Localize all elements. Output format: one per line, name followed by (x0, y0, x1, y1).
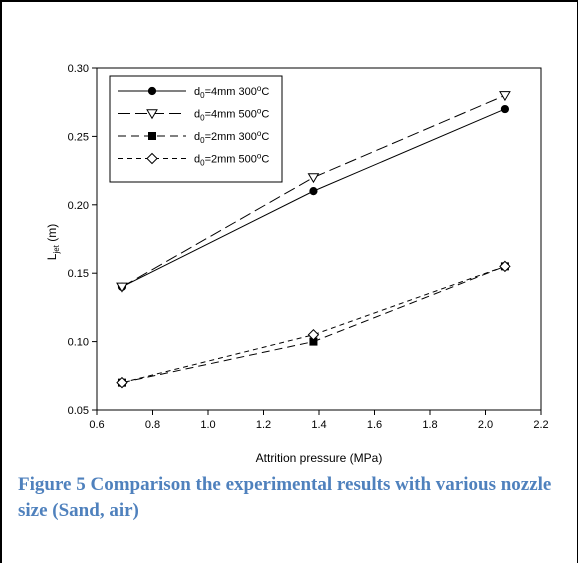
series-4 (116, 260, 511, 389)
series-line (121, 94, 506, 288)
series-3 (117, 262, 509, 387)
legend-box (109, 75, 283, 183)
legend-entry: d0=2mm 300oC (118, 129, 269, 145)
line-chart: 0.6 0.8 1.0 1.2 1.4 1.6 1.8 2.0 2.2 0.05 0.10 0.15 0… (45, 63, 549, 465)
axes: 0.6 0.8 1.0 1.2 1.4 1.6 1.8 2.0 2.2 0.05 0.10 0.15 0… (68, 63, 549, 431)
x-tick-label: 1.0 (200, 419, 215, 431)
data-point-triangle (116, 282, 128, 293)
y-tick-label: 0.05 (68, 405, 89, 417)
x-tick-label: 0.6 (89, 419, 104, 431)
data-point-diamond (116, 376, 128, 389)
y-tick-label: 0.20 (68, 200, 89, 212)
series-2 (116, 91, 511, 293)
legend-label: d0=2mm 500oC (194, 152, 269, 168)
y-tick-label: 0.15 (68, 268, 89, 280)
data-point-diamond (307, 329, 320, 341)
x-tick-label: 1.4 (311, 419, 326, 431)
data-point-square (148, 132, 156, 140)
x-tick-label: 2.2 (533, 419, 548, 431)
x-tick-label: 1.6 (367, 419, 382, 431)
figure-caption: Figure 5 Comparison the experimental res… (18, 474, 552, 521)
data-point-triangle (307, 173, 320, 184)
data-point-triangle (499, 91, 511, 102)
legend: d0=4mm 300oC d0=4mm 500oC d0=2mm 300oC d0=2… (109, 75, 283, 183)
y-tick-label: 0.10 (68, 337, 89, 349)
y-tick-label: 0.30 (68, 63, 89, 75)
legend-label: d0=4mm 300oC (194, 84, 269, 100)
data-point-circle (500, 104, 510, 114)
data-point-circle (147, 86, 157, 96)
x-tick-label: 1.8 (422, 419, 437, 431)
data-point-diamond (146, 152, 158, 165)
legend-label: d0=2mm 300oC (194, 129, 269, 145)
legend-entry: d0=4mm 300oC (118, 84, 269, 100)
data-point-diamond (499, 260, 511, 273)
y-axis-label: Ljet (m) (45, 224, 61, 260)
y-tick-label: 0.25 (68, 131, 89, 143)
legend-entry: d0=2mm 500oC (118, 152, 269, 168)
series-line (121, 265, 506, 384)
data-point-triangle (146, 109, 158, 120)
x-tick-label: 1.2 (256, 419, 271, 431)
legend-entry: d0=4mm 500oC (118, 107, 269, 123)
x-axis-label: Attrition pressure (MPa) (256, 451, 383, 465)
x-tick-label: 0.8 (145, 419, 160, 431)
x-tick-label: 2.0 (478, 419, 493, 431)
series-line (121, 265, 506, 384)
data-point-circle (309, 187, 318, 196)
series-layer (116, 91, 511, 389)
legend-label: d0=4mm 500oC (194, 107, 269, 123)
